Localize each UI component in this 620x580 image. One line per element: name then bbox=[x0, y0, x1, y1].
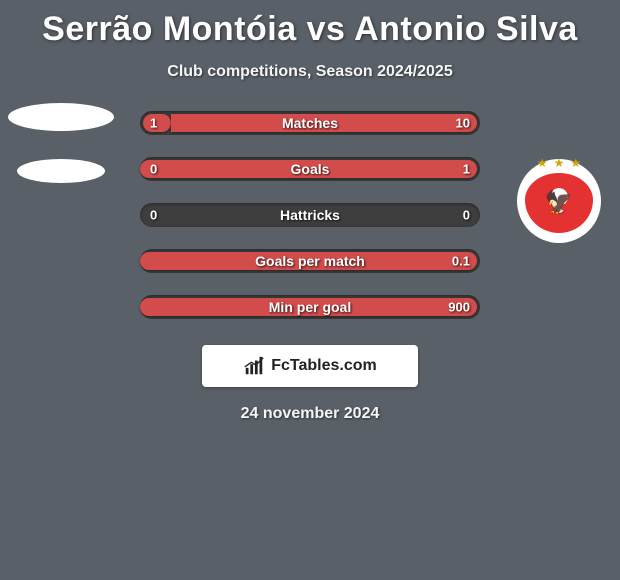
stat-value-left: 0 bbox=[150, 208, 157, 223]
stat-value-left: 0 bbox=[150, 162, 157, 177]
right-team-badge: ★★★ 🦅 bbox=[517, 159, 601, 243]
stat-label: Goals bbox=[291, 161, 330, 177]
eagle-icon: 🦅 bbox=[545, 192, 572, 214]
stars-icon: ★★★ bbox=[537, 156, 581, 170]
left-player-column bbox=[8, 103, 114, 183]
stat-bar: Goals per match 0.1 bbox=[140, 249, 480, 273]
stat-value-right: 10 bbox=[456, 116, 470, 131]
stat-bar: Matches 1 10 bbox=[140, 111, 480, 135]
stat-value-right: 1 bbox=[463, 162, 470, 177]
left-team-badge bbox=[17, 159, 105, 183]
comparison-stage: ★★★ 🦅 Matches110Goals01Hattricks00Goals … bbox=[0, 111, 620, 319]
stat-bar: Min per goal 900 bbox=[140, 295, 480, 319]
snapshot-date: 24 november 2024 bbox=[0, 405, 620, 423]
brand-box[interactable]: FcTables.com bbox=[202, 345, 418, 387]
stat-value-right: 0.1 bbox=[452, 254, 470, 269]
right-player-column: ★★★ 🦅 bbox=[506, 103, 612, 243]
stat-label: Goals per match bbox=[255, 253, 365, 269]
stat-bars: Matches 1 10 Goals 0 1 Hattricks 0 0 Goals per ma… bbox=[140, 111, 480, 319]
stat-label: Min per goal bbox=[269, 299, 351, 315]
stat-bar: Hattricks 0 0 bbox=[140, 203, 480, 227]
stat-label: Hattricks bbox=[280, 207, 340, 223]
page-subtitle: Club competitions, Season 2024/2025 bbox=[0, 63, 620, 81]
chart-icon bbox=[243, 355, 265, 377]
stat-label: Matches bbox=[282, 115, 338, 131]
stat-value-right: 900 bbox=[448, 300, 470, 315]
brand-text: FcTables.com bbox=[271, 357, 377, 375]
left-player-avatar bbox=[8, 103, 114, 131]
stat-value-left: 1 bbox=[150, 116, 157, 131]
stat-bar: Goals 0 1 bbox=[140, 157, 480, 181]
page-title: Serrão Montóia vs Antonio Silva bbox=[0, 0, 620, 49]
stat-value-right: 0 bbox=[463, 208, 470, 223]
badge-inner: 🦅 bbox=[525, 173, 593, 233]
